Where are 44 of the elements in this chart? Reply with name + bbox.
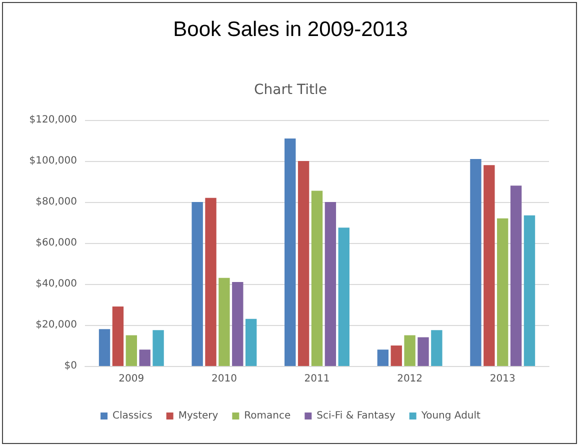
y-tick-label: $0 (64, 360, 77, 372)
bar (431, 330, 442, 366)
bar (112, 306, 124, 366)
bar (338, 228, 350, 366)
bar (192, 202, 203, 366)
bar (497, 218, 508, 366)
legend-label: Romance (244, 410, 291, 422)
bar (152, 330, 164, 366)
bar (470, 158, 482, 366)
bar (126, 335, 137, 366)
x-tick-label: 2010 (211, 374, 237, 384)
legend-label: Classics (112, 410, 152, 422)
bar (377, 350, 389, 366)
bar (245, 318, 257, 366)
bar (205, 198, 216, 366)
y-tick-label: $20,000 (36, 320, 77, 330)
x-tick-label: 2012 (397, 374, 423, 384)
bar (510, 186, 522, 366)
bar (324, 202, 336, 366)
bar (524, 215, 536, 366)
y-tick-label: $120,000 (29, 114, 77, 126)
y-tick-label: $100,000 (29, 156, 77, 166)
legend-label: Young Adult (420, 410, 481, 422)
y-tick-label: $60,000 (36, 238, 77, 248)
bar (484, 165, 495, 366)
legend-label: Mystery (178, 410, 218, 422)
bar (311, 190, 323, 366)
bar (232, 282, 244, 366)
bar (390, 346, 402, 366)
bar (284, 138, 296, 366)
bar (404, 335, 416, 366)
bar (98, 329, 110, 366)
x-tick-label: 2009 (118, 374, 144, 384)
bar (298, 161, 310, 366)
legend-label: Sci-Fi & Fantasy (316, 410, 396, 422)
bar (218, 278, 230, 366)
y-tick-label: $40,000 (36, 278, 77, 290)
bar (139, 350, 150, 366)
bar (418, 337, 429, 366)
x-tick-label: 2011 (304, 374, 330, 384)
y-tick-label: $80,000 (36, 196, 77, 208)
x-tick-label: 2013 (490, 374, 516, 384)
chart-subtitle: Chart Title (254, 82, 327, 98)
chart-title: Book Sales in 2009-2013 (173, 18, 408, 41)
